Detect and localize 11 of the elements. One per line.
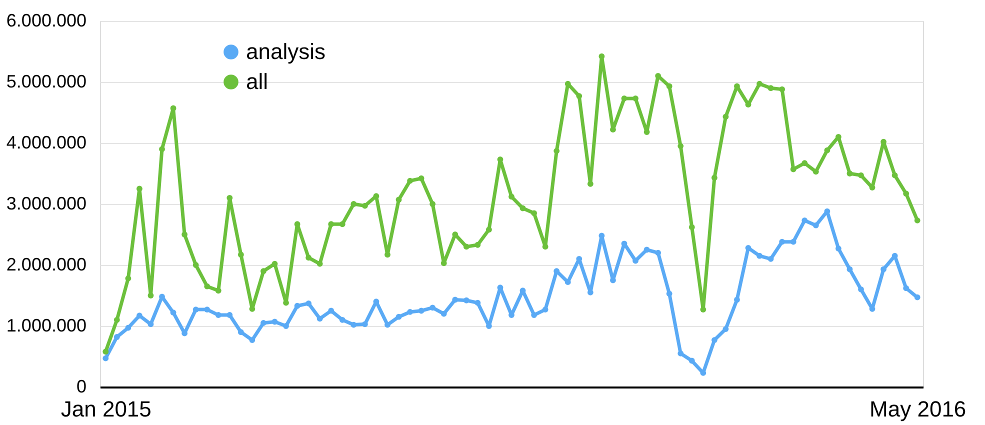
y-tick-label: 0: [76, 376, 86, 396]
x-tick-label: May 2016: [870, 396, 966, 422]
y-tick-label: 1.000.000: [6, 316, 86, 336]
y-tick-label: 6.000.000: [6, 10, 86, 30]
x-tick-label: Jan 2015: [60, 396, 152, 422]
y-tick-label: 4.000.000: [6, 132, 86, 152]
legend-label: all: [246, 69, 268, 94]
y-tick-label: 3.000.000: [6, 194, 86, 214]
y-tick-label: 5.000.000: [6, 72, 86, 92]
legend-label: analysis: [246, 39, 326, 64]
y-tick-label: 2.000.000: [6, 254, 86, 274]
